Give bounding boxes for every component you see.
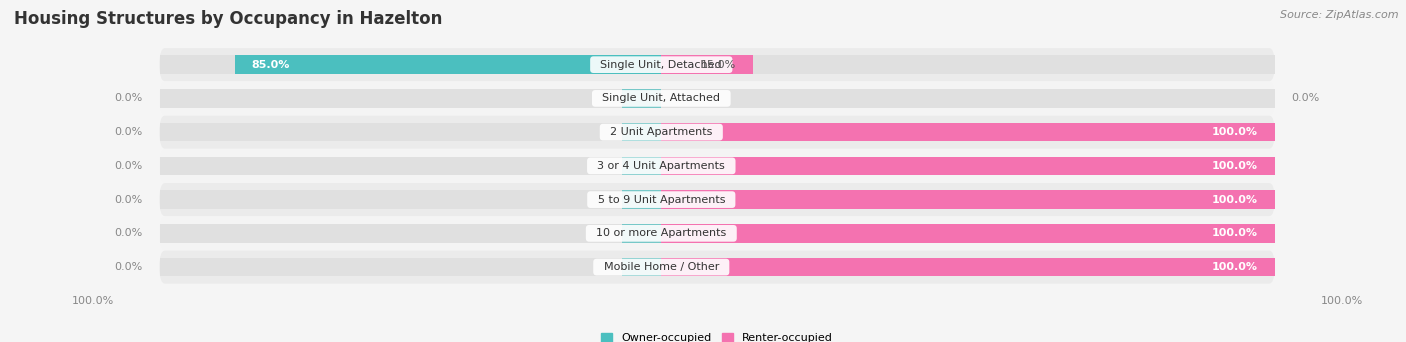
Bar	[661, 157, 1275, 175]
Text: 0.0%: 0.0%	[114, 262, 143, 272]
FancyBboxPatch shape	[159, 251, 1275, 284]
Bar	[661, 190, 1275, 209]
Text: 0.0%: 0.0%	[114, 127, 143, 137]
FancyBboxPatch shape	[159, 149, 1275, 182]
Text: 15.0%: 15.0%	[702, 60, 737, 70]
FancyBboxPatch shape	[159, 48, 1275, 81]
Bar	[159, 258, 661, 276]
Text: Single Unit, Detached: Single Unit, Detached	[593, 60, 730, 70]
Text: 100.0%: 100.0%	[1212, 262, 1258, 272]
Bar	[159, 55, 661, 74]
Text: Source: ZipAtlas.com: Source: ZipAtlas.com	[1281, 10, 1399, 20]
Bar	[661, 55, 1275, 74]
Bar	[661, 224, 1275, 242]
Bar	[159, 190, 661, 209]
Text: 0.0%: 0.0%	[114, 93, 143, 103]
Text: 3 or 4 Unit Apartments: 3 or 4 Unit Apartments	[591, 161, 733, 171]
Text: Housing Structures by Occupancy in Hazelton: Housing Structures by Occupancy in Hazel…	[14, 10, 443, 28]
Bar	[623, 224, 661, 242]
Bar	[159, 224, 661, 242]
Text: 10 or more Apartments: 10 or more Apartments	[589, 228, 734, 238]
Bar	[235, 55, 661, 74]
Text: 0.0%: 0.0%	[1291, 93, 1320, 103]
Bar	[661, 157, 1275, 175]
Legend: Owner-occupied, Renter-occupied: Owner-occupied, Renter-occupied	[596, 329, 838, 342]
Bar	[661, 190, 1275, 209]
FancyBboxPatch shape	[159, 183, 1275, 216]
Text: 100.0%: 100.0%	[1212, 228, 1258, 238]
Text: 5 to 9 Unit Apartments: 5 to 9 Unit Apartments	[591, 195, 733, 205]
Bar	[159, 123, 661, 141]
Bar	[661, 123, 1275, 141]
Bar	[661, 55, 754, 74]
FancyBboxPatch shape	[159, 116, 1275, 149]
FancyBboxPatch shape	[159, 82, 1275, 115]
Bar	[661, 258, 1275, 276]
Text: 100.0%: 100.0%	[1212, 161, 1258, 171]
Bar	[159, 89, 661, 108]
Text: Single Unit, Attached: Single Unit, Attached	[595, 93, 727, 103]
Text: 100.0%: 100.0%	[1212, 195, 1258, 205]
Text: 85.0%: 85.0%	[252, 60, 290, 70]
Bar	[623, 157, 661, 175]
Bar	[623, 89, 661, 108]
FancyBboxPatch shape	[159, 217, 1275, 250]
Bar	[159, 157, 661, 175]
Bar	[623, 123, 661, 141]
Bar	[661, 258, 1275, 276]
Bar	[623, 258, 661, 276]
Text: 100.0%: 100.0%	[1212, 127, 1258, 137]
Text: 0.0%: 0.0%	[114, 228, 143, 238]
Text: 0.0%: 0.0%	[114, 161, 143, 171]
Text: 0.0%: 0.0%	[114, 195, 143, 205]
Bar	[661, 224, 1275, 242]
Text: Mobile Home / Other: Mobile Home / Other	[596, 262, 725, 272]
Text: 2 Unit Apartments: 2 Unit Apartments	[603, 127, 720, 137]
Bar	[661, 89, 1275, 108]
Bar	[623, 190, 661, 209]
Bar	[661, 123, 1275, 141]
